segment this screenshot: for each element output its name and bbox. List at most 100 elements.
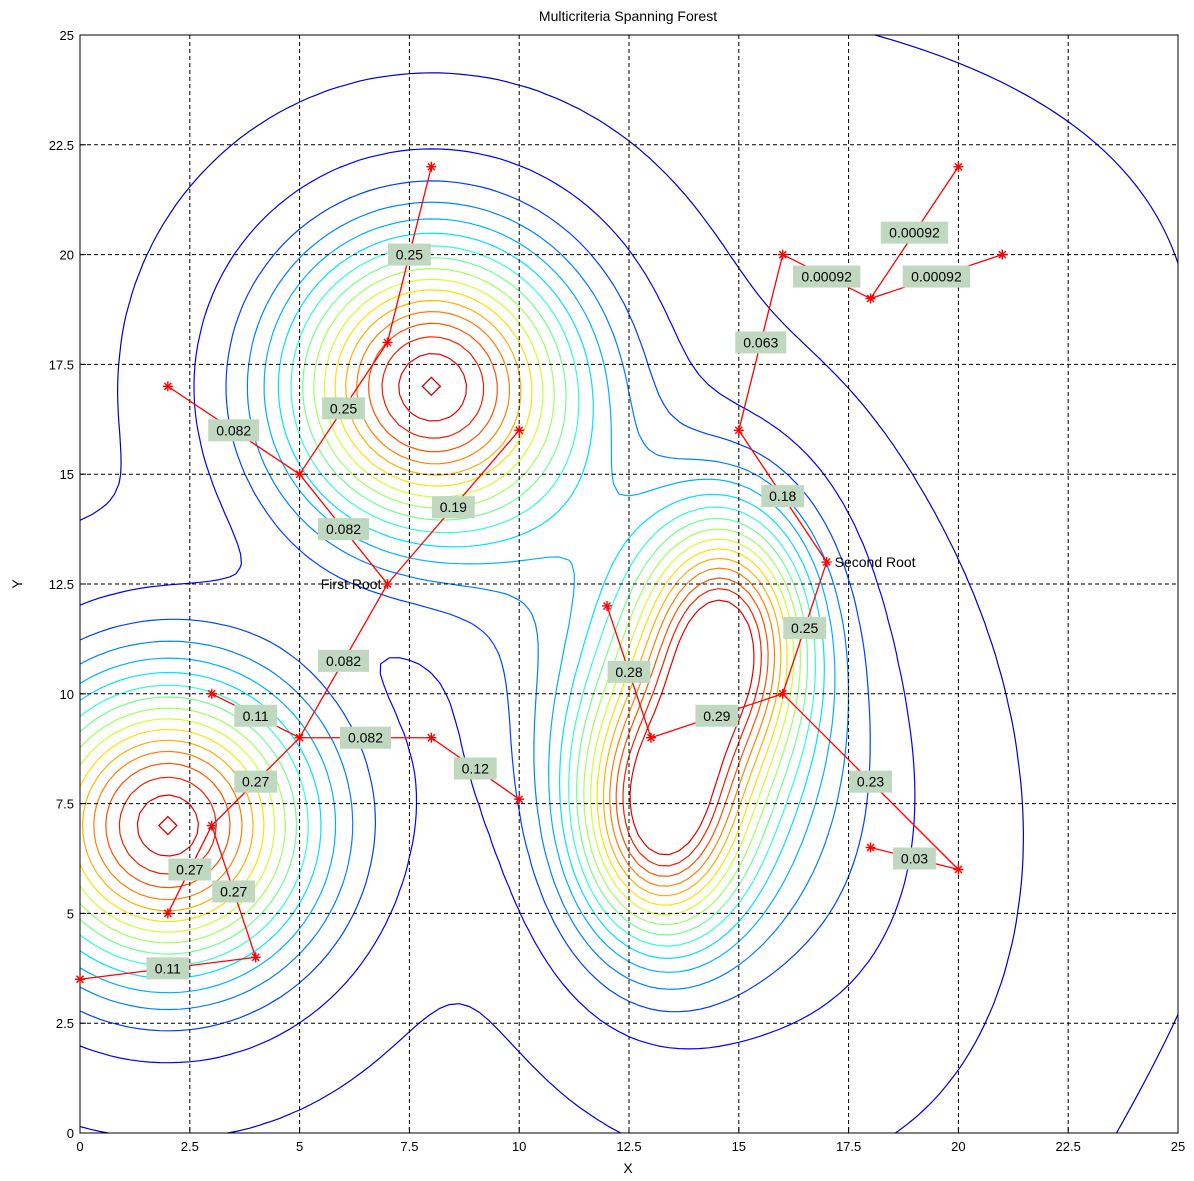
- svg-text:0.25: 0.25: [396, 247, 423, 263]
- x-tick-label: 22.5: [1056, 1139, 1081, 1154]
- svg-text:0.27: 0.27: [242, 774, 269, 790]
- edge-weight-label: 0.082: [339, 726, 391, 749]
- edge-weight-label: 0.11: [146, 957, 190, 980]
- tree-node-marker: [777, 688, 788, 699]
- edge-weight-label: 0.27: [168, 858, 212, 881]
- root-label: Second Root: [835, 554, 916, 570]
- y-tick-label: 5: [67, 906, 74, 921]
- contour-level: [93, 311, 776, 901]
- edge-weight-labels: 0.25 0.25 0.082 0.082 0.19 0.082 0.11 0.082 0.12…: [146, 221, 971, 980]
- tree-node-marker: [865, 842, 876, 853]
- x-axis-label: X: [623, 1160, 633, 1176]
- y-axis-label: Y: [9, 579, 25, 589]
- tree-node-marker: [162, 381, 173, 392]
- svg-text:0.29: 0.29: [703, 708, 730, 724]
- root-label: First Root: [321, 576, 382, 592]
- tree-node-marker: [953, 864, 964, 875]
- y-tick-label: 17.5: [49, 357, 74, 372]
- edge-weight-label: 0.082: [318, 649, 370, 672]
- x-tick-label: 20: [951, 1139, 965, 1154]
- edge-weight-label: 0.11: [234, 704, 278, 727]
- y-tick-label: 20: [60, 248, 74, 263]
- peak-marker: [421, 376, 442, 397]
- contour-level: [874, 34, 1179, 264]
- svg-text:0.00092: 0.00092: [801, 269, 852, 285]
- svg-text:0.00092: 0.00092: [911, 269, 962, 285]
- svg-text:0.00092: 0.00092: [889, 225, 940, 241]
- tree-node-marker: [514, 794, 525, 805]
- svg-text:0.28: 0.28: [615, 664, 642, 680]
- edge-weight-label: 0.19: [431, 496, 475, 519]
- svg-text:0.27: 0.27: [220, 883, 247, 899]
- tree-node-marker: [426, 161, 437, 172]
- svg-text:0.082: 0.082: [326, 653, 361, 669]
- svg-text:0.18: 0.18: [769, 488, 796, 504]
- y-tick-label: 7.5: [56, 797, 74, 812]
- peak-markers: [157, 376, 442, 836]
- svg-text:0.27: 0.27: [176, 861, 203, 877]
- contour-level: [79, 218, 836, 994]
- y-tick-label: 2.5: [56, 1016, 74, 1031]
- svg-text:0.11: 0.11: [155, 960, 181, 976]
- tree-node-marker: [602, 600, 613, 611]
- x-tick-label: 10: [512, 1139, 526, 1154]
- contour-level: [79, 257, 809, 955]
- tree-node-marker: [206, 820, 217, 831]
- tree-node-marker: [206, 688, 217, 699]
- contour-level: [1115, 1014, 1179, 1134]
- tree-node-marker: [162, 908, 173, 919]
- svg-text:0.082: 0.082: [216, 422, 251, 438]
- x-tick-label: 7.5: [400, 1139, 418, 1154]
- x-tick-label: 12.5: [616, 1139, 641, 1154]
- tree-node-marker: [645, 732, 656, 743]
- x-axis-ticks: 0 2.5 5 7.5 10 12.5 15 17.5 20 22.5 25: [76, 1127, 1185, 1154]
- svg-text:0.23: 0.23: [857, 774, 884, 790]
- edge-weight-label: 0.23: [849, 770, 892, 793]
- tree-nodes: [75, 161, 1008, 985]
- tree-node-marker: [821, 557, 832, 568]
- edge-weight-label: 0.00092: [902, 265, 971, 288]
- tree-node-marker: [777, 249, 788, 260]
- svg-text:0.11: 0.11: [243, 708, 269, 724]
- edge-weight-label: 0.29: [695, 704, 739, 727]
- edge-weight-label: 0.25: [322, 397, 365, 420]
- chart-title: Multicriteria Spanning Forest: [539, 8, 717, 24]
- svg-text:0.25: 0.25: [791, 620, 818, 636]
- edge-weight-label: 0.063: [735, 331, 787, 354]
- tree-node-marker: [997, 249, 1008, 260]
- y-tick-label: 15: [60, 467, 74, 482]
- grid-lines: [80, 35, 1178, 1133]
- y-tick-label: 10: [60, 687, 74, 702]
- svg-text:0.03: 0.03: [901, 851, 928, 867]
- tree-node-marker: [514, 425, 525, 436]
- tree-node-marker: [75, 974, 85, 985]
- tree-node-marker: [733, 425, 744, 436]
- svg-text:0.12: 0.12: [462, 760, 489, 776]
- y-axis-ticks: 0 2.5 5 7.5 10 12.5 15 17.5 20 22.5 25: [49, 28, 86, 1141]
- edge-weight-label: 0.28: [607, 660, 651, 683]
- svg-text:0.063: 0.063: [743, 334, 778, 350]
- contour-level: [79, 180, 871, 1032]
- x-tick-label: 17.5: [836, 1139, 861, 1154]
- y-tick-label: 0: [67, 1126, 74, 1141]
- tree-node-marker: [294, 732, 305, 743]
- x-tick-label: 0: [76, 1139, 83, 1154]
- edge-weight-label: 0.00092: [792, 265, 861, 288]
- edge-weight-label: 0.25: [388, 243, 431, 266]
- contour-level: [136, 353, 755, 857]
- tree-node-marker: [865, 293, 876, 304]
- svg-text:0.19: 0.19: [440, 499, 467, 515]
- x-tick-label: 2.5: [181, 1139, 199, 1154]
- edge-weight-label: 0.18: [761, 485, 805, 508]
- edge-weight-label: 0.25: [783, 616, 827, 639]
- edge-weight-label: 0.082: [208, 419, 260, 442]
- contour-level: [79, 72, 1024, 1134]
- contour-level: [118, 336, 762, 875]
- tree-node-marker: [250, 952, 261, 963]
- svg-text:0.082: 0.082: [326, 521, 361, 537]
- x-tick-label: 25: [1171, 1139, 1185, 1154]
- root-labels: First Root Second Root: [321, 554, 916, 592]
- edge-weight-label: 0.082: [318, 518, 370, 541]
- svg-text:0.082: 0.082: [348, 730, 383, 746]
